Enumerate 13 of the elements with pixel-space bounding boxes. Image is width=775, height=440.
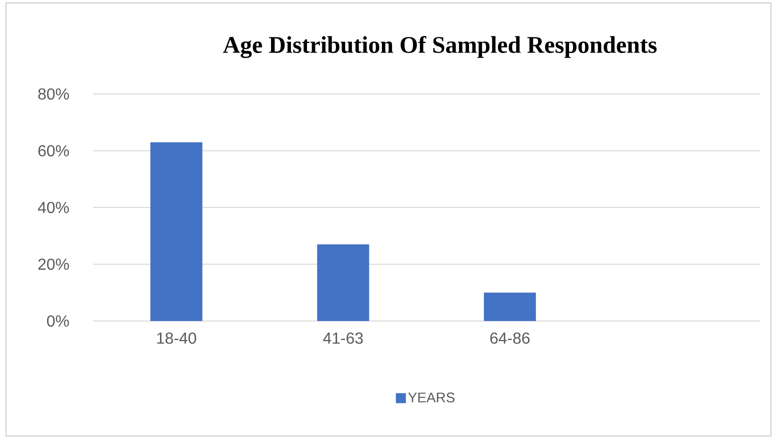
bar xyxy=(484,292,536,321)
x-tick-label: 18-40 xyxy=(157,332,196,344)
x-tick-label: 64-86 xyxy=(490,332,530,344)
y-tick-label: 40% xyxy=(38,202,69,214)
x-tick-label: 41-63 xyxy=(323,332,363,344)
y-tick-label: 0% xyxy=(47,315,69,327)
bar xyxy=(317,244,370,321)
bar xyxy=(150,142,202,321)
y-tick-label: 20% xyxy=(38,258,69,270)
legend-label: YEARS xyxy=(408,392,455,402)
y-tick-label: 80% xyxy=(38,88,69,100)
y-tick-label: 60% xyxy=(38,145,69,156)
chart-title: Age Distribution Of Sampled Respondents xyxy=(223,36,657,58)
